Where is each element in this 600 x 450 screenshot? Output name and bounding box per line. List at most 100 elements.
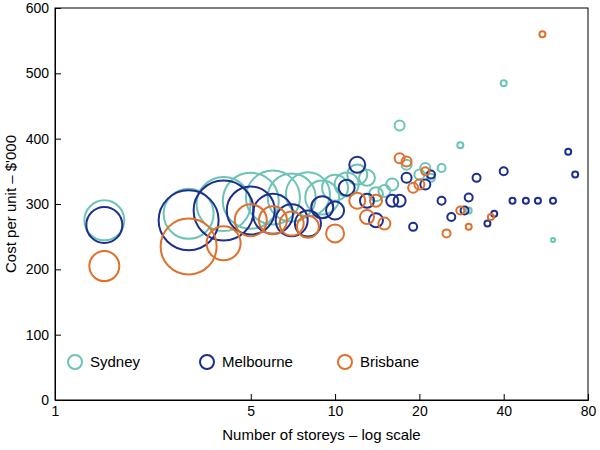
y-tick: 0: [41, 392, 61, 408]
bubble: [409, 223, 417, 231]
bubble: [551, 238, 555, 242]
y-tick: 600: [26, 0, 61, 16]
legend: Sydney Melbourne Brisbane: [68, 353, 419, 370]
y-tick-mark: [55, 139, 61, 140]
y-tick: 100: [26, 327, 61, 343]
bubble: [326, 224, 344, 242]
bubble: [89, 251, 119, 281]
bubble: [457, 142, 463, 148]
bubble: [402, 157, 412, 167]
x-tick-label: 5: [247, 403, 255, 419]
series: [84, 80, 555, 242]
y-tick: 300: [26, 196, 61, 212]
legend-label: Brisbane: [360, 353, 419, 370]
bubble: [447, 213, 455, 221]
bubble: [161, 218, 217, 274]
x-tick-label: 10: [328, 403, 344, 419]
bubble: [466, 224, 472, 230]
bubble: [465, 193, 473, 201]
y-tick-mark: [55, 204, 61, 205]
bubble: [572, 172, 578, 178]
x-tick-mark: [251, 394, 252, 400]
bubble: [194, 181, 254, 241]
legend-marker: [200, 355, 214, 369]
series: [86, 149, 578, 251]
bubble: [395, 121, 405, 131]
bubble: [565, 149, 571, 155]
bubble: [421, 167, 429, 175]
bubble: [488, 214, 494, 220]
y-tick: 500: [26, 65, 61, 81]
bubble: [235, 204, 267, 236]
bubble: [535, 198, 541, 204]
y-tick-label: 500: [26, 65, 50, 81]
series: [89, 31, 545, 281]
x-tick: 5: [247, 394, 255, 419]
y-tick-label: 400: [26, 131, 50, 147]
bubble: [311, 196, 333, 218]
bubble: [402, 173, 412, 183]
bubble: [349, 193, 365, 209]
bubble: [326, 202, 344, 220]
y-tick-mark: [55, 73, 61, 74]
bubble: [369, 213, 383, 227]
x-tick-label: 20: [412, 403, 428, 419]
bubble: [539, 31, 545, 37]
x-tick-mark: [335, 394, 336, 400]
bubble: [550, 198, 556, 204]
x-tick: 80: [581, 394, 597, 419]
legend-label: Melbourne: [222, 353, 293, 370]
bubble: [473, 174, 481, 182]
bubble: [86, 207, 122, 243]
chart: 1 5 10 20 40 80 0 100 200 300 400 500 600 Sydney Melbo…: [0, 0, 600, 450]
y-axis-title: Cost per unit – $'000: [2, 135, 19, 273]
y-tick-mark: [55, 335, 61, 336]
x-axis: 1 5 10 20 40 80: [52, 394, 597, 419]
bubble: [159, 190, 219, 250]
bubble: [280, 212, 304, 236]
x-tick-mark: [588, 394, 589, 400]
y-tick-label: 200: [26, 261, 50, 277]
legend-label: Sydney: [90, 353, 141, 370]
y-tick: 400: [26, 131, 61, 147]
marks: [84, 31, 578, 281]
bubble: [360, 210, 374, 224]
x-tick-label: 1: [52, 403, 60, 419]
y-axis-line: [56, 9, 62, 401]
bubble: [297, 216, 319, 238]
bubble: [394, 195, 406, 207]
x-tick: 20: [412, 394, 428, 419]
plot: 1 5 10 20 40 80 0 100 200 300 400 500 600 Sydney Melbo…: [26, 0, 597, 419]
legend-marker: [338, 355, 352, 369]
y-tick-label: 0: [41, 392, 49, 408]
bubble: [509, 198, 515, 204]
y-tick-mark: [55, 400, 61, 401]
bubble: [386, 178, 398, 190]
x-tick-label: 40: [496, 403, 512, 419]
x-tick: 10: [328, 394, 344, 419]
bubble: [438, 164, 446, 172]
y-tick-mark: [55, 269, 61, 270]
y-tick-label: 600: [26, 0, 50, 16]
bubble: [456, 207, 464, 215]
bubble: [484, 221, 490, 227]
y-tick-mark: [55, 8, 61, 9]
bubble: [378, 218, 390, 230]
bubble: [370, 195, 382, 207]
x-tick-label: 80: [581, 403, 597, 419]
y-axis: 0 100 200 300 400 500 600: [26, 0, 61, 408]
x-tick: 40: [496, 394, 512, 419]
x-axis-line: [56, 394, 589, 401]
bubble: [523, 198, 529, 204]
bubble: [501, 80, 507, 86]
y-tick: 200: [26, 261, 61, 277]
bubble: [349, 157, 365, 173]
x-tick-mark: [504, 394, 505, 400]
bubble: [438, 197, 446, 205]
bubble: [500, 167, 508, 175]
plot-frame: [55, 8, 588, 400]
bubble: [253, 194, 293, 234]
legend-marker: [68, 355, 82, 369]
y-tick-label: 100: [26, 327, 50, 343]
x-tick-mark: [419, 394, 420, 400]
